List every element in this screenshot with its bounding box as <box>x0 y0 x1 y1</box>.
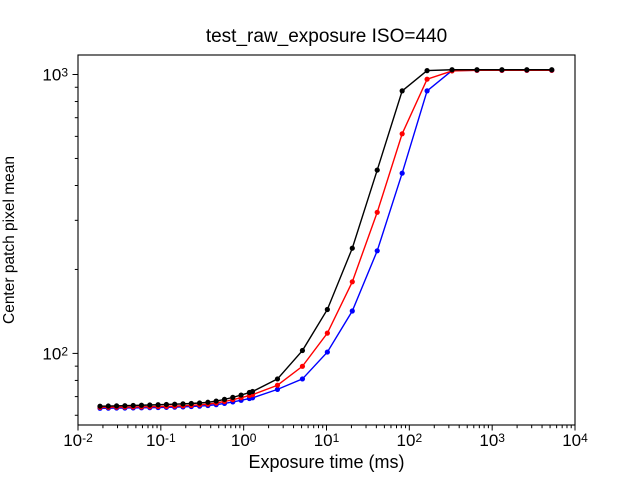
svg-text:test_raw_exposure ISO=440: test_raw_exposure ISO=440 <box>206 26 447 47</box>
svg-text:Center patch pixel mean: Center patch pixel mean <box>1 156 18 324</box>
svg-text:Exposure time (ms): Exposure time (ms) <box>248 452 404 472</box>
